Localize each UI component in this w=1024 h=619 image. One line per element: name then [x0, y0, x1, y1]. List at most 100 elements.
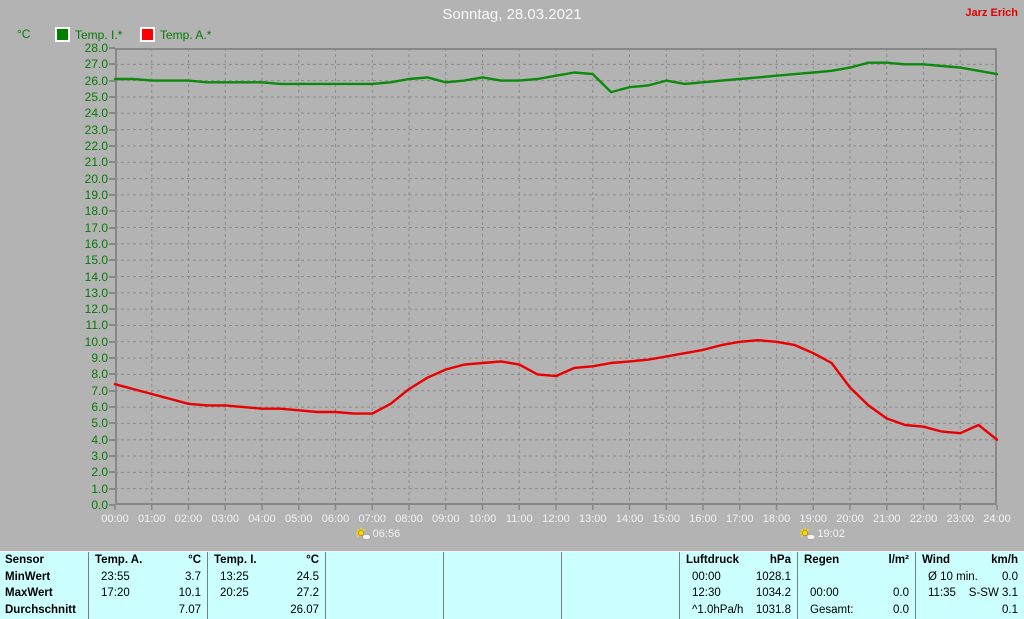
table-cell-value: 1028.1	[755, 570, 791, 583]
table-section-temp-a: Temp. A. °C 23:55 3.7 17:20 10.1 7.07	[88, 552, 207, 619]
sensor-unit: °C	[306, 554, 319, 566]
table-cell-time: 11:35	[928, 587, 956, 600]
table-cell-time	[332, 602, 338, 619]
sensor-unit: l/m²	[888, 554, 909, 566]
y-tick	[109, 79, 115, 82]
x-axis-label: 21:00	[872, 513, 901, 525]
x-axis-label: 22:00	[909, 513, 938, 525]
y-tick	[109, 455, 115, 458]
table-cell-time: 13:25	[220, 570, 249, 583]
y-axis-label: 26.0	[84, 73, 108, 88]
plot-frame	[115, 48, 997, 505]
x-axis-label: 13:00	[578, 513, 607, 525]
table-row: Ø 10 min. 0.0	[916, 569, 1024, 586]
y-tick	[109, 504, 115, 506]
sunrise-sun-icon	[355, 527, 371, 540]
y-axis-label: 22.0	[84, 138, 108, 153]
sensor-unit: °C	[188, 554, 201, 566]
row-label-text: Durchschnitt	[5, 604, 76, 617]
sensor-name: Wind	[922, 554, 950, 566]
sensor-name: Luftdruck	[686, 554, 740, 566]
x-axis-label: 14:00	[615, 513, 644, 525]
y-tick	[109, 95, 115, 98]
table-row	[444, 585, 561, 602]
table-section-luftdruck: Luftdruck hPa 00:00 1028.1 12:30 1034.2 ^1.0hP…	[679, 552, 797, 619]
table-cell-time	[332, 569, 338, 586]
sunset-marker: 19:02	[799, 527, 845, 540]
table-cell-time	[332, 585, 338, 602]
table-section-empty	[561, 552, 679, 619]
sunrise-time: 06:56	[372, 527, 401, 540]
y-tick	[109, 275, 115, 278]
table-row-labels: Sensor MinWert MaxWert Durchschnitt	[0, 552, 88, 619]
y-tick	[109, 308, 115, 311]
y-axis-label: 0.0	[91, 498, 108, 512]
y-tick	[109, 357, 115, 360]
page-title: Sonntag, 28.03.2021	[442, 6, 582, 23]
table-cell-value: 0.0	[893, 587, 909, 600]
table-cell-time	[568, 569, 574, 586]
y-tick	[109, 389, 115, 392]
table-cell-time	[568, 585, 574, 602]
y-tick	[109, 161, 115, 164]
y-axis-label: 6.0	[91, 400, 108, 415]
y-tick	[109, 47, 115, 49]
y-tick	[109, 406, 115, 409]
x-axis-label: 17:00	[725, 513, 754, 525]
y-axis-label: 16.0	[84, 236, 108, 251]
x-axis-label: 15:00	[652, 513, 681, 525]
section-header	[444, 552, 561, 569]
table-row	[562, 569, 679, 586]
section-header: Temp. I. °C	[208, 552, 325, 569]
y-tick	[109, 471, 115, 474]
legend-item-temp-a: Temp. A.*	[140, 27, 211, 42]
sensor-name: Temp. A.	[95, 554, 143, 566]
y-axis-label: 18.0	[84, 204, 108, 219]
section-header: Temp. A. °C	[89, 552, 207, 569]
table-cell-value: 0.0	[893, 604, 909, 617]
table-row: 17:20 10.1	[89, 585, 207, 602]
y-axis-label: 7.0	[91, 383, 108, 398]
sunset-sun-icon	[800, 527, 816, 540]
section-header: Regen l/m²	[798, 552, 915, 569]
table-cell-value: 0.1	[1002, 604, 1018, 617]
table-row	[326, 569, 443, 586]
table-section-wind: Wind km/h Ø 10 min. 0.0 11:35 S-SW 3.1 0.1	[915, 552, 1024, 619]
x-axis-label: 08:00	[395, 513, 423, 525]
y-axis-label: 5.0	[91, 416, 108, 431]
y-axis-label: 25.0	[84, 89, 108, 104]
x-axis-label: 04:00	[248, 513, 276, 525]
sensor-unit: hPa	[769, 554, 791, 566]
y-axis-label: 27.0	[84, 57, 108, 72]
y-axis-label: 21.0	[84, 155, 108, 170]
y-axis-label: 1.0	[91, 481, 108, 496]
sunset-time: 19:02	[817, 527, 845, 540]
temp-i-line	[113, 61, 999, 94]
y-axis-label: 13.0	[84, 285, 108, 300]
table-row: 13:25 24.5	[208, 569, 325, 586]
x-axis-label: 07:00	[358, 513, 387, 525]
table-cell-value: 27.2	[296, 587, 319, 600]
y-tick	[109, 242, 115, 245]
table-cell-time	[450, 585, 456, 602]
section-header	[326, 552, 443, 569]
table-cell-time: Gesamt:	[810, 604, 854, 617]
y-axis-label: 24.0	[84, 106, 108, 121]
temp-i-swatch-icon	[55, 27, 70, 42]
table-cell-time: Ø 10 min.	[928, 570, 978, 583]
table-cell-time	[214, 602, 220, 619]
x-axis-label: 03:00	[211, 513, 240, 525]
stats-table: Sensor MinWert MaxWert Durchschnitt Temp. A.…	[0, 551, 1024, 619]
y-axis-label: 3.0	[91, 449, 108, 464]
x-axis-label: 05:00	[284, 513, 313, 525]
table-cell-time: 17:20	[101, 587, 130, 600]
row-label-text: Sensor	[5, 554, 44, 566]
table-row: 12:30 1034.2	[680, 585, 797, 602]
table-row	[444, 602, 561, 619]
y-axis-label: 14.0	[84, 269, 108, 284]
y-axis-label: 17.0	[84, 220, 108, 235]
table-cell-value: 26.07	[290, 604, 319, 617]
table-cell-time: 23:55	[101, 570, 130, 583]
table-row: 00:00 0.0	[798, 585, 915, 602]
